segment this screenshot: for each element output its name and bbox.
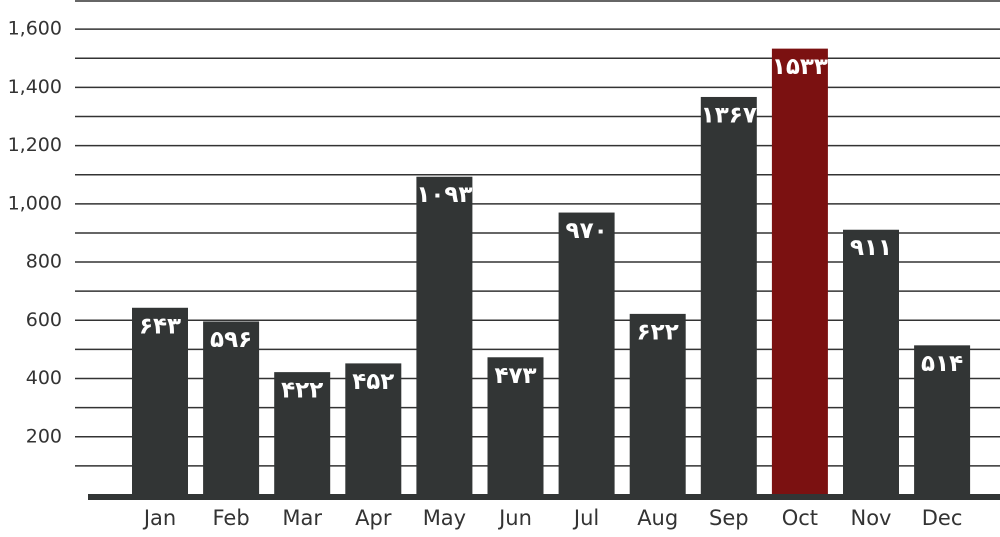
value-label: ۱۰۹۳ xyxy=(416,182,472,208)
value-label: ۹۷۰ xyxy=(566,218,608,244)
x-tick-label: Jul xyxy=(572,506,599,530)
x-tick-label: Sep xyxy=(709,506,749,530)
bar xyxy=(843,229,899,496)
bar xyxy=(700,96,757,495)
y-tick-label: 1,200 xyxy=(8,134,62,156)
value-label: ۶۴۳ xyxy=(139,313,181,339)
value-label: ۱۵۳۳ xyxy=(772,54,828,80)
value-label: ۹۱۱ xyxy=(850,235,892,261)
y-tick-label: 200 xyxy=(26,425,62,447)
x-tick-label: Feb xyxy=(213,506,250,530)
bar xyxy=(345,363,402,495)
x-tick-label: Dec xyxy=(922,506,963,530)
x-tick-label: Oct xyxy=(782,506,818,530)
y-tick-label: 400 xyxy=(26,367,62,389)
x-tick-label: Jun xyxy=(497,506,532,530)
bar xyxy=(274,372,331,495)
x-tick-label: May xyxy=(423,506,466,530)
value-label: ۱۳۶۷ xyxy=(701,102,757,128)
y-tick-label: 1,400 xyxy=(8,76,62,98)
value-label: ۴۲۲ xyxy=(281,378,323,404)
bar xyxy=(629,313,686,495)
y-tick-label: 1,000 xyxy=(8,192,62,214)
x-tick-label: Aug xyxy=(637,506,678,530)
x-tick-label: Jan xyxy=(142,506,176,530)
x-tick-label: Apr xyxy=(355,506,392,530)
bar xyxy=(558,212,615,495)
value-label: ۵۹۶ xyxy=(210,327,252,353)
bar xyxy=(416,176,473,495)
y-tick-label: 600 xyxy=(26,309,62,331)
value-label: ۵۱۴ xyxy=(921,351,963,377)
value-label: ۴۵۲ xyxy=(352,369,394,395)
bar xyxy=(203,321,260,495)
y-tick-label: 1,600 xyxy=(8,18,62,40)
bar xyxy=(914,345,971,495)
bar xyxy=(771,48,828,496)
bar xyxy=(487,357,544,495)
bar xyxy=(132,307,188,495)
x-tick-label: Mar xyxy=(282,506,322,530)
value-label: ۴۷۳ xyxy=(494,363,536,389)
value-label: ۶۲۲ xyxy=(637,319,679,345)
y-tick-label: 800 xyxy=(26,251,62,273)
x-tick-label: Nov xyxy=(851,506,892,530)
